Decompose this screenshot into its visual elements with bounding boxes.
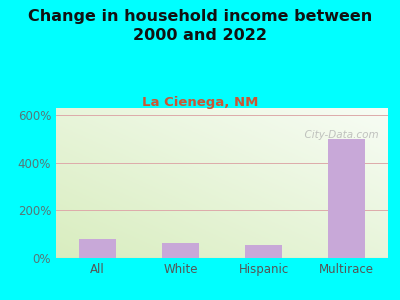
Text: Change in household income between
2000 and 2022: Change in household income between 2000 …	[28, 9, 372, 43]
Bar	[245, 245, 282, 258]
Bar	[162, 242, 199, 258]
Bar	[328, 139, 365, 258]
Text: La Cienega, NM: La Cienega, NM	[142, 96, 258, 109]
Text: City-Data.com: City-Data.com	[298, 130, 379, 140]
Bar	[79, 239, 116, 258]
